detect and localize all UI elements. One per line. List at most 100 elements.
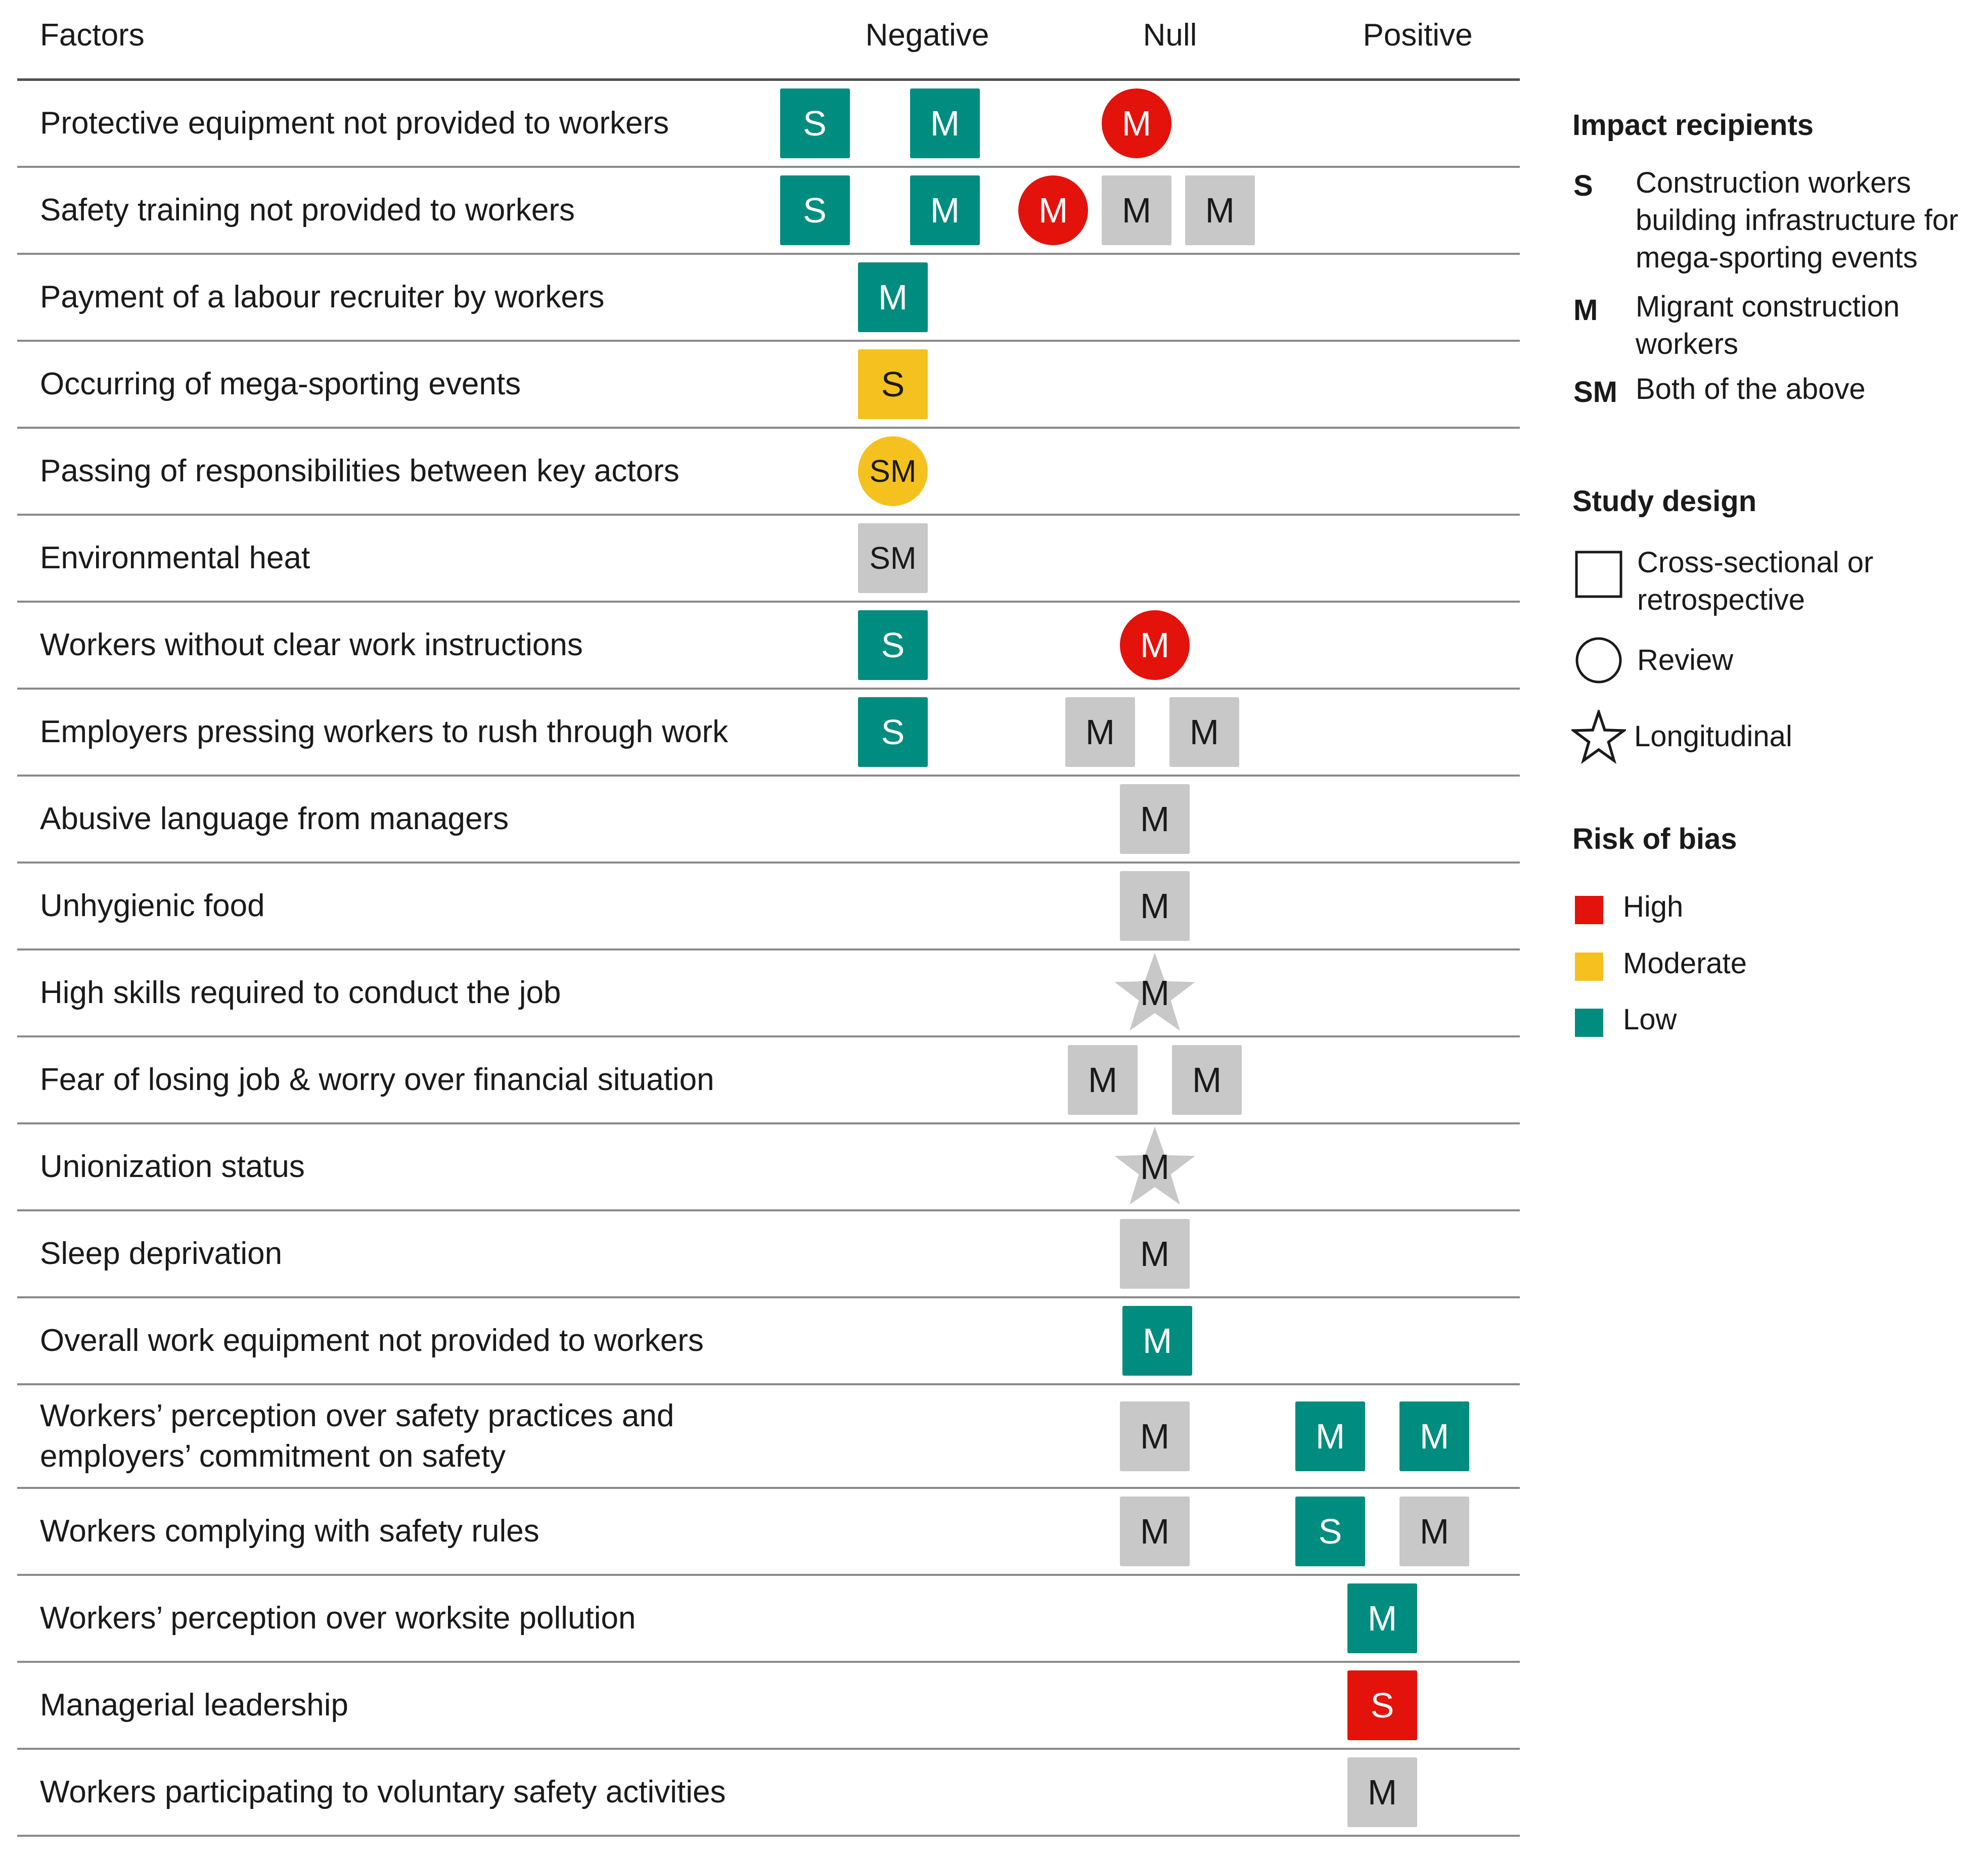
table-row: Managerial leadership S [17,1663,1520,1750]
star-marker-icon [1114,1126,1195,1205]
design-label-cross-sectional: Cross-sectional or retrospective [1637,546,1874,616]
recipient-code: S [881,712,905,752]
study-marker-negative-unrated-square: SM [858,523,928,593]
low-risk-label: Low [1623,1003,1677,1036]
study-marker-null-unrated-star: M [1114,1126,1195,1205]
factor-label: Abusive language from managers [40,801,509,836]
recipient-code: M [930,104,960,143]
study-marker-null-unrated-square: M [1068,1045,1138,1115]
table-row: Occurring of mega-sporting events S [17,342,1520,429]
study-marker-null-unrated-square: M [1120,871,1190,941]
factor-label: Protective equipment not provided to wor… [40,106,669,141]
study-marker-positive-high-square: S [1347,1670,1417,1740]
recipient-code: M [1140,799,1170,839]
table-row: Abusive language from managers M [17,777,1520,864]
recipient-code: M [1205,191,1235,230]
recipient-code: S [803,191,827,230]
recipient-code: M [1140,886,1170,926]
table-row: Unhygienic food M [17,864,1520,950]
recipient-code: M [1419,1416,1450,1456]
star-outline-icon [1571,710,1626,764]
recipient-code: M [878,278,908,317]
factor-label: Unionization status [40,1149,305,1184]
study-marker-negative-low-square: M [858,262,928,332]
recipient-code: M [1192,1060,1222,1100]
recipient-code: M [1315,1416,1345,1456]
table-row: Workers’ perception over worksite pollut… [17,1576,1520,1663]
moderate-risk-swatch [1575,953,1603,981]
recipient-code-m: M [1573,294,1598,327]
table-row: Workers complying with safety rules M S M [17,1489,1520,1576]
recipient-code: M [1088,1060,1118,1100]
factor-label: Managerial leadership [40,1688,349,1723]
recipient-code: M [1121,191,1152,230]
star-marker-icon [1114,953,1195,1031]
high-risk-label: High [1623,890,1684,923]
study-marker-negative-moderate-square: S [858,349,928,419]
square-outline-icon [1575,551,1622,598]
recipient-code: M [1367,1773,1397,1812]
recipient-code: S [1318,1512,1342,1551]
study-marker-null-unrated-square: M [1120,1497,1190,1566]
study-marker-null-unrated-square: M [1172,1045,1242,1115]
recipient-code: M [1419,1512,1450,1551]
table-row: Overall work equipment not provided to w… [17,1298,1520,1385]
recipient-code: S [803,104,827,143]
factor-label: Workers participating to voluntary safet… [40,1775,726,1809]
low-risk-swatch [1575,1009,1603,1037]
table-row: Employers pressing workers to rush throu… [17,690,1520,777]
negative-column-header: Negative [865,18,989,53]
recipient-desc-m: Migrant construction workers [1636,290,1900,360]
study-marker-positive-unrated-square: M [1347,1757,1417,1827]
recipient-code: M [1143,1321,1172,1361]
recipient-code: SM [869,454,917,489]
table-row: Unionization status M [17,1124,1520,1211]
recipient-code: M [1140,1234,1170,1274]
study-marker-positive-low-square: M [1399,1401,1469,1471]
study-marker-negative-low-square: M [910,175,980,245]
design-label-review: Review [1637,644,1734,676]
recipient-code: M [1140,625,1170,665]
table-row: Workers’ perception over safety practice… [17,1385,1520,1489]
impact-recipients-title: Impact recipients [1572,109,1814,142]
moderate-risk-label: Moderate [1623,947,1747,980]
table-row: Protective equipment not provided to wor… [17,81,1520,168]
study-marker-positive-low-square: M [1295,1401,1365,1471]
table-row: Payment of a labour recruiter by workers… [17,255,1520,342]
table-header: Factors Negative Null Positive [17,0,1520,81]
table-row: Environmental heat SM [17,516,1520,603]
factor-label: Workers complying with safety rules [40,1514,539,1549]
table-row: Workers participating to voluntary safet… [17,1750,1520,1837]
recipient-code: M [1038,191,1068,230]
study-marker-null-unrated-star: M [1114,953,1195,1031]
study-marker-null-high-circle: M [1102,88,1171,158]
recipient-desc-sm: Both of the above [1636,373,1866,405]
table-row: Sleep deprivation M [17,1211,1520,1298]
factor-label: Fear of losing job & worry over financia… [40,1062,714,1097]
recipient-code: M [1085,712,1115,752]
study-marker-positive-low-square: M [1347,1583,1417,1653]
recipient-code: M [930,191,960,230]
recipient-code: S [881,365,905,404]
study-marker-null-high-circle: M [1018,175,1089,245]
table-row: Workers without clear work instructions S… [17,603,1520,690]
recipient-code: M [1140,1512,1170,1551]
factor-label: Sleep deprivation [40,1236,283,1271]
high-risk-swatch [1575,896,1603,924]
study-marker-negative-low-square: S [780,175,850,245]
factor-label: Passing of responsibilities between key … [40,454,680,488]
study-marker-null-high-circle: M [1120,610,1190,680]
study-design-title: Study design [1572,485,1757,518]
table-row: Fear of losing job & worry over financia… [17,1037,1520,1124]
study-marker-null-low-square: M [1122,1306,1193,1376]
factor-label: Occurring of mega-sporting events [40,367,521,401]
design-label-longitudinal: Longitudinal [1634,720,1792,753]
study-marker-positive-low-square: S [1295,1497,1365,1566]
study-marker-null-unrated-square: M [1120,1219,1190,1289]
factor-label: Workers’ perception over worksite pollut… [40,1601,636,1636]
table-row: Safety training not provided to workers S… [17,168,1520,255]
study-marker-null-unrated-square: M [1185,175,1255,245]
study-marker-negative-low-square: S [780,88,850,158]
recipient-code-sm: SM [1573,376,1617,409]
recipient-code: M [1189,712,1219,752]
